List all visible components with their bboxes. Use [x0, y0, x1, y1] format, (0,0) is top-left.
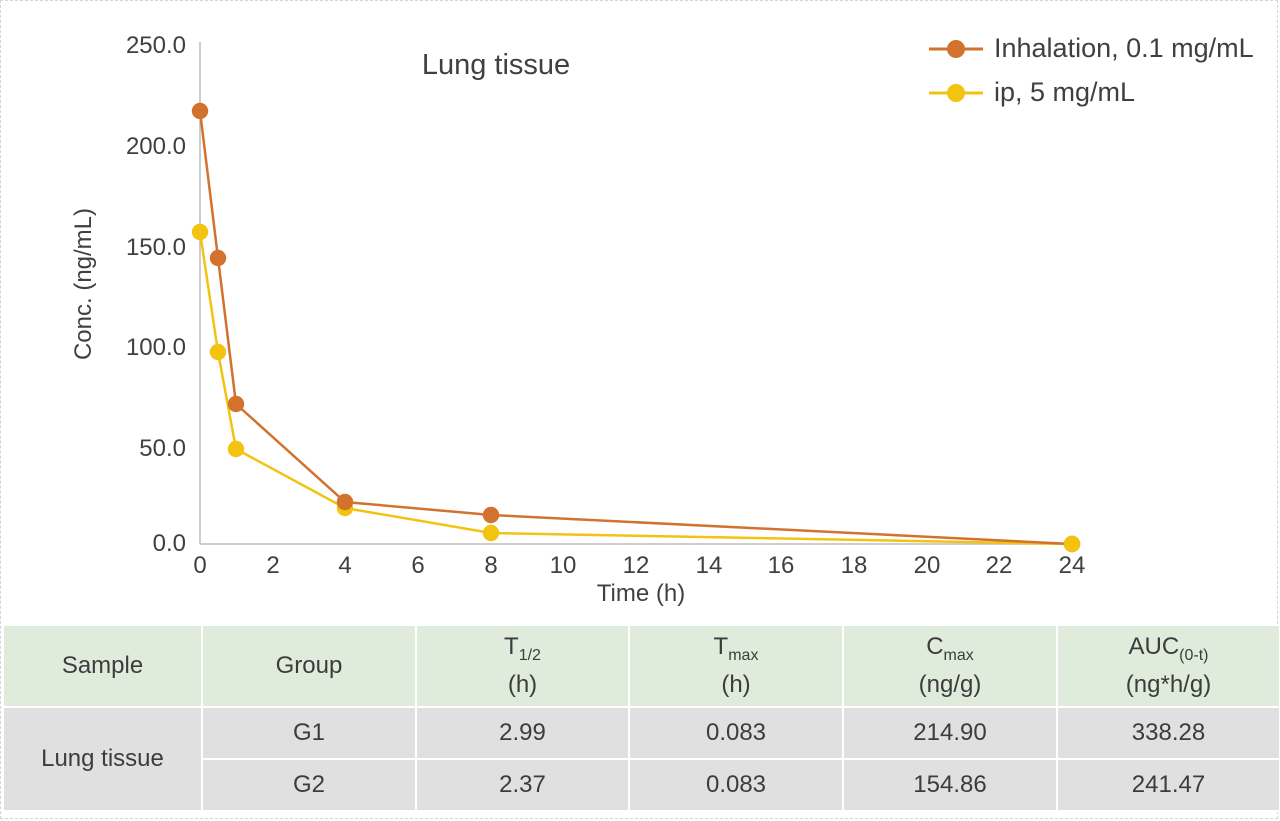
svg-text:22: 22	[986, 552, 1013, 579]
svg-text:150.0: 150.0	[126, 234, 186, 261]
svg-text:50.0: 50.0	[139, 435, 186, 462]
svg-text:20: 20	[914, 552, 941, 579]
svg-text:200.0: 200.0	[126, 133, 186, 160]
svg-text:Conc. (ng/mL): Conc. (ng/mL)	[70, 208, 97, 360]
svg-text:8: 8	[484, 552, 497, 579]
svg-text:16: 16	[768, 552, 795, 579]
svg-text:10: 10	[550, 552, 577, 579]
svg-text:0.0: 0.0	[153, 530, 186, 557]
svg-text:6: 6	[411, 552, 424, 579]
svg-text:12: 12	[623, 552, 650, 579]
svg-text:2: 2	[266, 552, 279, 579]
svg-text:ip, 5 mg/mL: ip, 5 mg/mL	[994, 77, 1135, 107]
svg-text:0: 0	[193, 552, 206, 579]
svg-text:24: 24	[1059, 552, 1086, 579]
svg-text:18: 18	[841, 552, 868, 579]
svg-text:Time (h): Time (h)	[597, 580, 685, 607]
svg-text:14: 14	[696, 552, 723, 579]
svg-text:4: 4	[338, 552, 351, 579]
svg-text:Inhalation, 0.1 mg/mL: Inhalation, 0.1 mg/mL	[994, 33, 1254, 63]
svg-text:100.0: 100.0	[126, 334, 186, 361]
